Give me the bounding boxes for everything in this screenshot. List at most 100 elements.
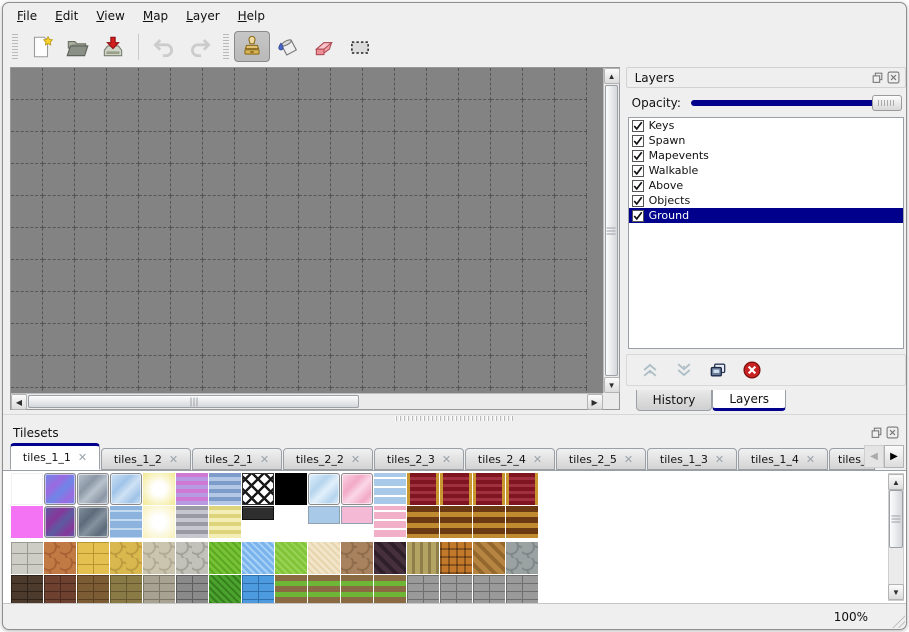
tile-cobble-orange[interactable] xyxy=(44,542,76,574)
tile-stones-gray[interactable] xyxy=(176,542,208,574)
duplicate-layer-button[interactable] xyxy=(707,359,729,381)
tile-glass-pink[interactable] xyxy=(341,473,373,505)
close-tab-icon[interactable]: ✕ xyxy=(805,452,816,466)
tile-water-edge[interactable] xyxy=(242,575,274,603)
tile-stripes-browngold[interactable] xyxy=(440,506,472,538)
tile-white[interactable] xyxy=(11,473,43,505)
canvas-horizontal-scrollbar[interactable]: ◀ ▶ xyxy=(11,393,603,410)
tile-stripes-yellow[interactable] xyxy=(209,506,241,538)
layer-visibility-checkbox[interactable] xyxy=(631,119,644,132)
tileset-vertical-scrollbar[interactable]: ▲ ▼ xyxy=(888,473,904,601)
tile-stripes-blue[interactable] xyxy=(209,473,241,505)
menu-edit[interactable]: Edit xyxy=(55,8,79,23)
tileset-tab-tiles_2_1[interactable]: tiles_2_1 ✕ xyxy=(192,448,282,470)
tile-planks-tan[interactable] xyxy=(407,542,439,574)
open-map-button[interactable] xyxy=(59,31,95,62)
tile-grass-light[interactable] xyxy=(275,542,307,574)
tile-glass-blue[interactable] xyxy=(110,473,142,505)
tile-drapes-blue[interactable] xyxy=(374,473,406,505)
tile-stripes-gray[interactable] xyxy=(176,506,208,538)
tile-glass-lightblue[interactable] xyxy=(308,473,340,505)
tab-history[interactable]: History xyxy=(635,390,713,411)
tile-sand-beige[interactable] xyxy=(308,542,340,574)
tile-wall-darkbrown[interactable] xyxy=(11,575,43,603)
tile-drapes-pink[interactable] xyxy=(374,506,406,538)
tile-wall-graybrick[interactable] xyxy=(440,575,472,603)
tileset-tab-tiles_1_1[interactable]: tiles_1_1 ✕ xyxy=(10,443,100,470)
tile-black[interactable] xyxy=(275,473,307,505)
tile-grass-path[interactable] xyxy=(374,575,406,603)
tileset-scroll-up-arrow[interactable]: ▲ xyxy=(888,474,904,490)
layer-visibility-checkbox[interactable] xyxy=(631,209,644,222)
menu-layer[interactable]: Layer xyxy=(186,8,220,23)
delete-layer-button[interactable] xyxy=(741,359,763,381)
tile-carpet-red[interactable] xyxy=(407,473,439,505)
tileset-tab-tiles_2_2[interactable]: tiles_2_2 ✕ xyxy=(283,448,373,470)
menu-file[interactable]: File xyxy=(17,8,38,23)
tileset-tab-tiles_2_4[interactable]: tiles_2_4 ✕ xyxy=(465,448,555,470)
tile-plate-pink[interactable] xyxy=(341,506,373,524)
resize-grip[interactable] xyxy=(888,611,905,628)
new-map-button[interactable] xyxy=(23,31,59,62)
tileset-tab-tiles_2_5[interactable]: tiles_2_5 ✕ xyxy=(556,448,646,470)
stamp-tool-button[interactable] xyxy=(234,31,270,62)
tile-wall-stonegray[interactable] xyxy=(143,575,175,603)
tile-sign-plaque[interactable] xyxy=(242,506,274,520)
layer-row-ground[interactable]: Ground xyxy=(628,208,903,223)
tile-glow-pale[interactable] xyxy=(143,506,175,538)
horizontal-scroll-thumb[interactable] xyxy=(28,395,360,408)
layer-visibility-checkbox[interactable] xyxy=(631,179,644,192)
float-panel-button[interactable] xyxy=(869,70,885,85)
tile-wall-stonebrown[interactable] xyxy=(110,575,142,603)
tab-layers[interactable]: Layers xyxy=(712,390,787,411)
tab-scroll-left-arrow[interactable]: ◀ xyxy=(864,445,884,468)
tile-stripes-browngold[interactable] xyxy=(407,506,439,538)
tile-pebbles-beige[interactable] xyxy=(143,542,175,574)
canvas-vertical-scrollbar[interactable]: ▲ ▼ xyxy=(602,68,620,393)
fill-tool-button[interactable] xyxy=(270,31,306,62)
tile-path-yellow[interactable] xyxy=(110,542,142,574)
tile-stripes-browngold[interactable] xyxy=(473,506,505,538)
opacity-slider[interactable] xyxy=(690,95,902,111)
layer-visibility-checkbox[interactable] xyxy=(631,164,644,177)
tile-glass-water[interactable] xyxy=(110,506,142,538)
map-canvas[interactable] xyxy=(11,68,603,393)
tile-floor-yellow[interactable] xyxy=(77,542,109,574)
tile-wall-graybrick[interactable] xyxy=(407,575,439,603)
scroll-right-arrow[interactable]: ▶ xyxy=(586,394,603,410)
close-tab-icon[interactable]: ✕ xyxy=(77,451,88,464)
rect-select-tool-button[interactable] xyxy=(342,31,378,62)
eraser-tool-button[interactable] xyxy=(306,31,342,62)
undo-button[interactable] xyxy=(146,31,182,62)
close-tab-icon[interactable]: ✕ xyxy=(623,452,634,466)
close-tilesets-button[interactable] xyxy=(884,425,900,440)
redo-button[interactable] xyxy=(182,31,218,62)
tile-wall-graybrick[interactable] xyxy=(473,575,505,603)
tile-magenta[interactable] xyxy=(11,506,43,538)
tileset-tab-tiles_1_4[interactable]: tiles_1_4 ✕ xyxy=(738,448,828,470)
tile-wall-graybrick[interactable] xyxy=(506,575,538,603)
layer-visibility-checkbox[interactable] xyxy=(631,194,644,207)
tile-glass-darkgray[interactable] xyxy=(77,506,109,538)
opacity-slider-handle[interactable] xyxy=(872,95,902,111)
tile-carpet-red[interactable] xyxy=(506,473,538,505)
close-tab-icon[interactable]: ✕ xyxy=(350,452,361,466)
save-map-button[interactable] xyxy=(95,31,131,62)
layer-row-spawn[interactable]: Spawn xyxy=(629,133,903,148)
tile-glass-gray[interactable] xyxy=(77,473,109,505)
tileset-tab-tiles_2_3[interactable]: tiles_2_3 ✕ xyxy=(374,448,464,470)
menu-map[interactable]: Map xyxy=(142,8,169,23)
tile-glass-darkpurple[interactable] xyxy=(44,506,76,538)
tile-gravel-brown[interactable] xyxy=(341,542,373,574)
layer-row-walkable[interactable]: Walkable xyxy=(629,163,903,178)
vertical-scroll-thumb[interactable] xyxy=(604,85,618,376)
tileset-tab-tiles_1_3[interactable]: tiles_1_3 ✕ xyxy=(647,448,737,470)
close-tab-icon[interactable]: ✕ xyxy=(714,452,725,466)
menu-view[interactable]: View xyxy=(96,8,125,23)
tileset-scroll-down-arrow[interactable]: ▼ xyxy=(888,584,904,600)
tile-wood-dark[interactable] xyxy=(374,542,406,574)
layer-row-mapevents[interactable]: Mapevents xyxy=(629,148,903,163)
layer-visibility-checkbox[interactable] xyxy=(631,149,644,162)
horizontal-splitter[interactable] xyxy=(3,413,906,422)
tile-wall-gray[interactable] xyxy=(176,575,208,603)
